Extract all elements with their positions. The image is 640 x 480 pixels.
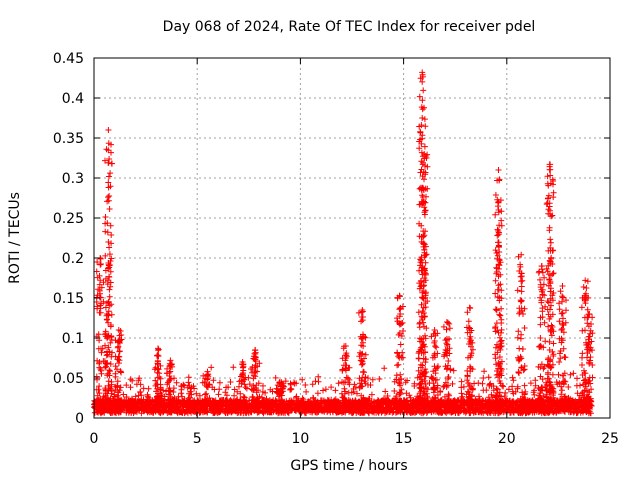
- y-tick-label: 0.25: [53, 211, 84, 227]
- x-tick-label: 10: [291, 431, 309, 447]
- plot-border: [93, 57, 611, 419]
- y-tick-label: 0.1: [62, 331, 84, 347]
- x-axis-label: GPS time / hours: [290, 458, 407, 474]
- y-tick-label: 0.15: [53, 291, 84, 307]
- chart-title: Day 068 of 2024, Rate Of TEC Index for r…: [163, 19, 536, 35]
- y-tick-label: 0.3: [62, 171, 84, 187]
- y-tick-label: 0.35: [53, 131, 84, 147]
- x-tick-label: 25: [601, 431, 619, 447]
- x-tick-label: 5: [193, 431, 202, 447]
- y-tick-label: 0.05: [53, 371, 84, 387]
- y-axis-label: ROTI / TECUs: [7, 192, 23, 284]
- grid-lines: [94, 58, 610, 418]
- y-tick-label: 0.4: [62, 91, 84, 107]
- data-points: [91, 69, 596, 417]
- x-tick-label: 20: [498, 431, 516, 447]
- y-tick-label: 0.45: [53, 51, 84, 67]
- x-tick-label: 0: [90, 431, 99, 447]
- y-axis-ticks: 0 0.05 0.1 0.15 0.2 0.25 0.3 0.35 0.4 0.45: [53, 51, 610, 427]
- y-tick-label: 0: [75, 411, 84, 427]
- x-axis-ticks: 0 5 10 15 20 25: [90, 58, 619, 447]
- y-tick-label: 0.2: [62, 251, 84, 267]
- x-tick-label: 15: [395, 431, 413, 447]
- roti-markers: [91, 69, 596, 417]
